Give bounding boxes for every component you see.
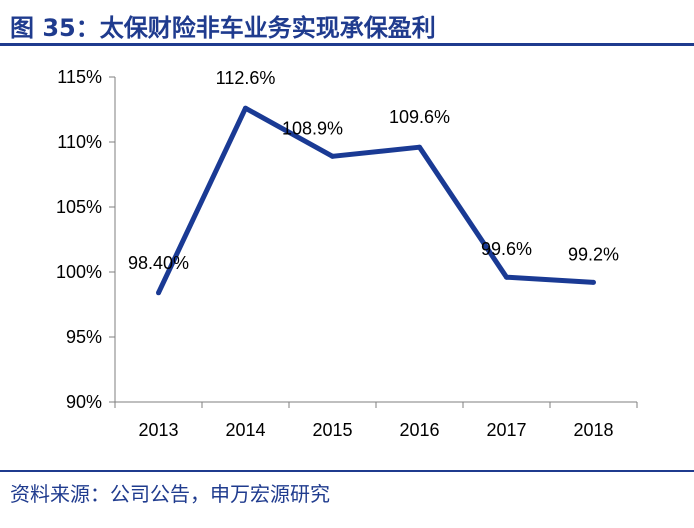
data-label: 99.6% [481,239,532,259]
data-label: 108.9% [282,118,343,138]
y-tick-label: 110% [57,132,102,152]
data-label: 112.6% [216,68,276,88]
x-tick-label: 2013 [138,420,178,440]
y-tick-label: 115% [57,67,102,87]
data-point [417,144,422,150]
data-label: 98.40% [128,253,189,273]
y-tick-label: 95% [66,327,102,347]
y-tick-label: 100% [56,262,102,282]
x-tick-label: 2017 [486,420,526,440]
data-point [243,105,248,111]
series-line [156,105,594,294]
data-point [156,290,161,296]
chart-title: 图 35：太保财险非车业务实现承保盈利 [10,14,436,42]
data-label: 99.2% [568,244,619,264]
x-tick-label: 2016 [399,420,439,440]
x-tick-label: 2018 [573,420,613,440]
x-tick-label: 2015 [312,420,352,440]
source-note: 资料来源：公司公告，申万宏源研究 [10,482,330,506]
data-point [330,153,335,159]
data-point [504,274,509,280]
title-divider [0,43,694,46]
y-tick-label: 105% [56,197,102,217]
line-chart: 90% 95% 100% 105% 110% 115% 2013 2014 2015 2016 20… [56,67,638,440]
data-label: 109.6% [389,107,450,127]
x-tick-label: 2014 [225,420,265,440]
data-point [591,279,596,285]
source-divider [0,470,694,472]
y-tick-label: 90% [66,392,102,412]
